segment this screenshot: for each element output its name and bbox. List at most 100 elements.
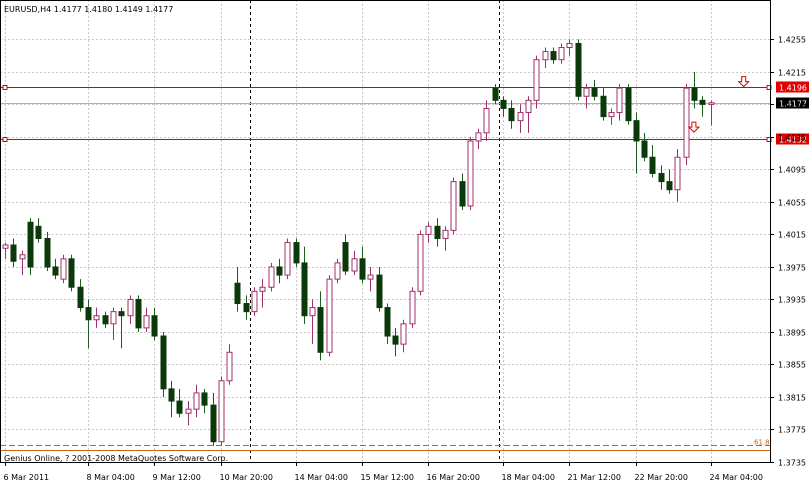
candle-body-bear — [27, 221, 34, 268]
candle — [616, 84, 623, 121]
candle — [193, 384, 200, 418]
candle — [27, 218, 34, 276]
y-tick-label: 1.4095 — [778, 166, 806, 175]
horizontal-levels[interactable]: 61.8 1.4196 1.4132 1.4177 — [0, 81, 809, 451]
candle-body-bear — [459, 181, 466, 207]
candle — [425, 222, 432, 243]
candle-body-bull — [417, 233, 424, 292]
candle — [351, 250, 358, 276]
candle-body-bear — [102, 315, 109, 325]
candle — [10, 238, 17, 267]
current-price-tag — [776, 97, 809, 109]
x-tick-label: 8 Mar 04:00 — [87, 473, 135, 482]
candle — [442, 226, 449, 251]
copyright-footer: Genius Online, ? 2001-2008 MetaQuotes So… — [4, 454, 228, 463]
y-tick-label: 1.3855 — [778, 361, 806, 370]
candle — [517, 104, 524, 133]
candle — [326, 275, 333, 357]
level-handle-left[interactable] — [2, 137, 8, 142]
candle-body-bull — [127, 298, 134, 317]
x-tick-label: 14 Mar 04:00 — [295, 473, 348, 482]
candle-body-bear — [293, 242, 300, 264]
candle-body-bear — [243, 303, 250, 313]
candle — [550, 47, 557, 64]
candle — [77, 279, 84, 312]
candle — [666, 169, 673, 194]
candle — [492, 84, 499, 105]
candle — [658, 165, 665, 190]
x-tick-label: 21 Mar 12:00 — [568, 473, 621, 482]
candle-body-bull — [19, 254, 26, 260]
y-tick-label: 1.4135 — [778, 134, 806, 143]
candle — [376, 266, 383, 312]
candle-body-bear — [392, 335, 399, 345]
candle — [367, 266, 374, 292]
candle — [110, 307, 117, 341]
candle-body-bear — [160, 335, 167, 390]
candle — [218, 376, 225, 446]
candle — [525, 96, 532, 133]
candle — [708, 100, 715, 126]
candle — [691, 71, 698, 109]
candle — [600, 88, 607, 121]
candle — [243, 295, 250, 320]
candle — [583, 84, 590, 109]
candle — [234, 266, 241, 312]
plot-border — [0, 0, 771, 463]
candle-body-bull — [583, 87, 590, 97]
candle-body-bull — [351, 258, 358, 272]
candle-body-bull — [334, 262, 341, 280]
candle — [400, 319, 407, 353]
candle-body-bear — [168, 388, 175, 402]
candle-body-bear — [85, 307, 92, 321]
candle — [674, 149, 681, 202]
candle — [483, 100, 490, 141]
candle — [683, 84, 690, 166]
level-price-tag — [776, 81, 809, 93]
candle — [467, 136, 474, 211]
candle-body-bear — [301, 262, 308, 317]
candle-body-bear — [35, 225, 42, 240]
chart-header: EURUSD,H4 1.4177 1.4180 1.4149 1.4177 — [4, 5, 173, 14]
candle — [185, 401, 192, 426]
candle-body-bear — [434, 225, 441, 240]
x-tick-label: 18 Mar 04:00 — [502, 473, 555, 482]
y-tick-label: 1.3935 — [778, 296, 806, 305]
candle — [417, 230, 424, 296]
candle — [293, 238, 300, 267]
candle-body-bear — [550, 51, 557, 61]
candle — [68, 254, 75, 292]
candle-body-bear — [276, 266, 283, 276]
candle — [160, 331, 167, 397]
y-tick-label: 1.3775 — [778, 426, 806, 435]
candle — [475, 128, 482, 150]
candle-body-bull — [93, 315, 100, 321]
candle — [201, 388, 208, 414]
candle — [533, 55, 540, 109]
candle-body-bull — [616, 87, 623, 114]
x-tick-label: 6 Mar 2011 — [4, 473, 50, 482]
candle-body-bull — [2, 244, 9, 249]
candle — [52, 258, 59, 280]
candle-body-bear — [210, 404, 217, 443]
candle — [135, 295, 142, 332]
candle-body-bear — [376, 274, 383, 309]
candle — [284, 238, 291, 280]
candle-body-bear — [575, 42, 582, 97]
candle-body-bear — [600, 95, 607, 118]
candle-body-bull — [425, 225, 432, 235]
candle — [301, 246, 308, 324]
candle-body-bear — [44, 238, 51, 268]
y-tick-label: 1.4215 — [778, 69, 806, 78]
candle-body-bull — [185, 408, 192, 414]
candle-body-bear — [591, 87, 598, 97]
level-handle-left[interactable] — [2, 85, 8, 90]
y-tick-label: 1.3975 — [778, 264, 806, 273]
arrow-down-icon — [687, 121, 701, 133]
candle — [268, 262, 275, 292]
candle — [508, 100, 515, 129]
candle-body-bull — [326, 278, 333, 353]
candle — [459, 173, 466, 211]
